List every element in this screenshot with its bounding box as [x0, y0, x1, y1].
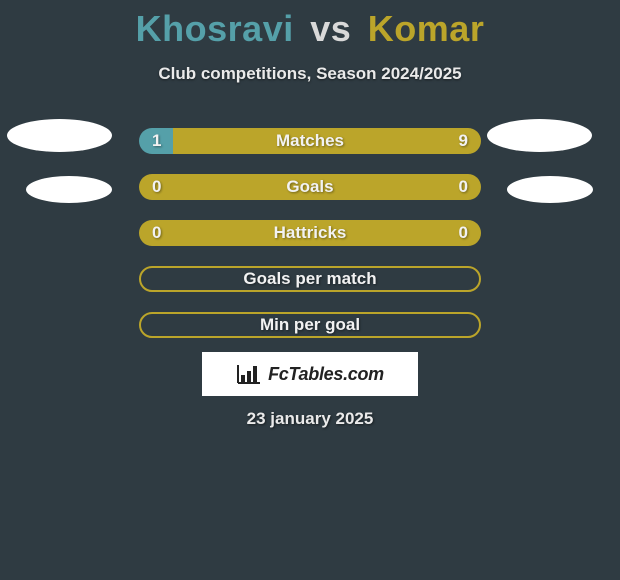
- player2-photo-placeholder: [487, 119, 592, 152]
- subtitle: Club competitions, Season 2024/2025: [0, 64, 620, 84]
- comparison-chart: 19Matches00Goals00HattricksGoals per mat…: [0, 128, 620, 338]
- stat-label: Matches: [139, 128, 481, 154]
- player2-name: Komar: [368, 8, 485, 49]
- stat-label: Goals: [139, 174, 481, 200]
- stat-label: Goals per match: [139, 266, 481, 292]
- comparison-title: Khosravi vs Komar: [0, 0, 620, 50]
- player1-name: Khosravi: [136, 8, 294, 49]
- fctables-logo: FcTables.com: [202, 352, 418, 396]
- bar-chart-icon: [236, 363, 262, 385]
- stat-label: Hattricks: [139, 220, 481, 246]
- stat-row: Goals per match: [0, 266, 620, 292]
- player2-club-placeholder: [507, 176, 593, 203]
- snapshot-date: 23 january 2025: [0, 409, 620, 429]
- stat-row: Min per goal: [0, 312, 620, 338]
- vs-text: vs: [310, 8, 351, 49]
- logo-text: FcTables.com: [268, 364, 384, 385]
- player1-club-placeholder: [26, 176, 112, 203]
- stat-row: 00Hattricks: [0, 220, 620, 246]
- stat-label: Min per goal: [139, 312, 481, 338]
- player1-photo-placeholder: [7, 119, 112, 152]
